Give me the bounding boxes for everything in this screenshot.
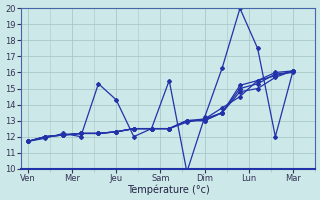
X-axis label: Température (°c): Température (°c) [127, 185, 210, 195]
